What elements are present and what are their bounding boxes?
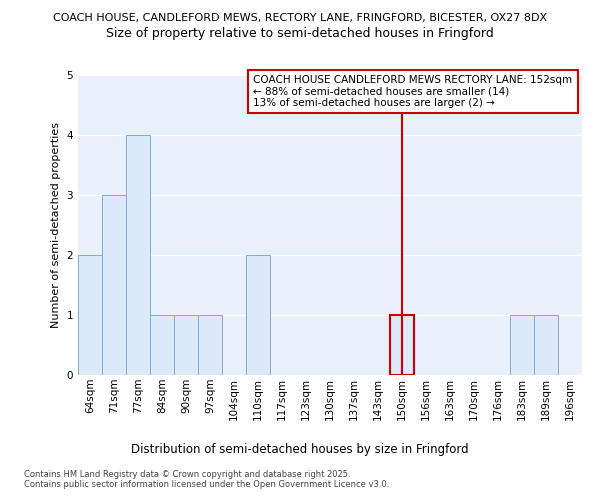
Y-axis label: Number of semi-detached properties: Number of semi-detached properties [51,122,61,328]
Bar [126,135,150,375]
Bar [246,255,270,375]
Text: Distribution of semi-detached houses by size in Fringford: Distribution of semi-detached houses by … [131,442,469,456]
Text: Size of property relative to semi-detached houses in Fringford: Size of property relative to semi-detach… [106,28,494,40]
Bar [174,315,198,375]
Bar [150,315,174,375]
Text: Contains HM Land Registry data © Crown copyright and database right 2025.
Contai: Contains HM Land Registry data © Crown c… [24,470,389,490]
Bar [78,255,102,375]
Bar [390,315,414,375]
Bar [102,195,126,375]
Bar [510,315,534,375]
Bar [534,315,558,375]
Text: COACH HOUSE, CANDLEFORD MEWS, RECTORY LANE, FRINGFORD, BICESTER, OX27 8DX: COACH HOUSE, CANDLEFORD MEWS, RECTORY LA… [53,12,547,22]
Text: COACH HOUSE CANDLEFORD MEWS RECTORY LANE: 152sqm
← 88% of semi-detached houses a: COACH HOUSE CANDLEFORD MEWS RECTORY LANE… [253,75,572,108]
Bar [198,315,222,375]
